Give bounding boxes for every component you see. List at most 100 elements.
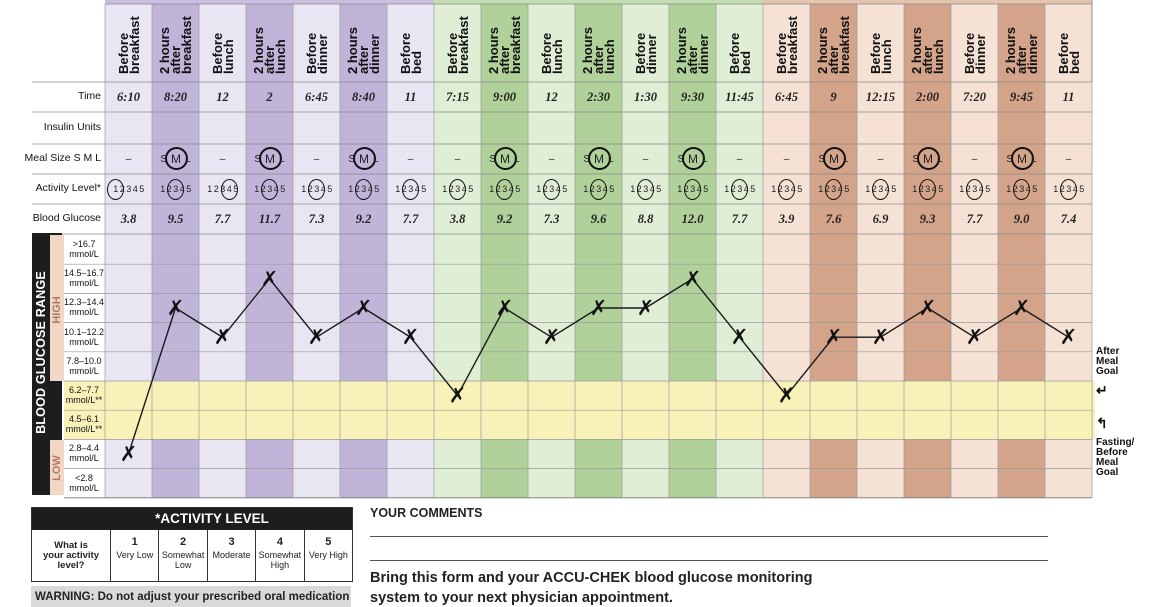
insulin-cell[interactable]: [810, 112, 857, 144]
time-cell[interactable]: 11:45: [716, 82, 763, 112]
time-cell[interactable]: 6:45: [293, 82, 340, 112]
insulin-cell[interactable]: [528, 112, 575, 144]
glucose-cell[interactable]: 11.7: [246, 204, 293, 234]
meal-size-cell[interactable]: –: [763, 144, 810, 174]
time-cell[interactable]: 12:15: [857, 82, 904, 112]
glucose-cell[interactable]: 7.3: [528, 204, 575, 234]
meal-size-cell[interactable]: –: [1045, 144, 1092, 174]
meal-size-cell[interactable]: –: [199, 144, 246, 174]
glucose-cell[interactable]: 9.2: [340, 204, 387, 234]
meal-size-cell[interactable]: –: [434, 144, 481, 174]
glucose-cell[interactable]: 7.4: [1045, 204, 1092, 234]
glucose-cell[interactable]: 12.0: [669, 204, 716, 234]
insulin-cell[interactable]: [951, 112, 998, 144]
time-cell[interactable]: 7:20: [951, 82, 998, 112]
glucose-cell[interactable]: 7.7: [387, 204, 434, 234]
glucose-cell[interactable]: 9.3: [904, 204, 951, 234]
meal-size-cell[interactable]: –: [622, 144, 669, 174]
glucose-cell[interactable]: 9.0: [998, 204, 1045, 234]
insulin-cell[interactable]: [857, 112, 904, 144]
time-cell[interactable]: 2:30: [575, 82, 622, 112]
glucose-cell[interactable]: 7.6: [810, 204, 857, 234]
insulin-cell[interactable]: [387, 112, 434, 144]
insulin-cell[interactable]: [105, 112, 152, 144]
glucose-cell[interactable]: 7.3: [293, 204, 340, 234]
time-cell[interactable]: 9:30: [669, 82, 716, 112]
insulin-cell[interactable]: [716, 112, 763, 144]
insulin-cell[interactable]: [1045, 112, 1092, 144]
time-cell[interactable]: 6:10: [105, 82, 152, 112]
meal-size-cell[interactable]: –: [716, 144, 763, 174]
time-cell[interactable]: 11: [387, 82, 434, 112]
time-cell[interactable]: 7:15: [434, 82, 481, 112]
insulin-cell[interactable]: [622, 112, 669, 144]
time-cell[interactable]: 9: [810, 82, 857, 112]
glucose-cell[interactable]: 7.7: [951, 204, 998, 234]
glucose-cell[interactable]: 7.7: [199, 204, 246, 234]
insulin-cell[interactable]: [669, 112, 716, 144]
comments-line-2[interactable]: [370, 560, 1048, 561]
glucose-cell[interactable]: 9.6: [575, 204, 622, 234]
insulin-cell[interactable]: [199, 112, 246, 144]
meal-size-cell[interactable]: –: [951, 144, 998, 174]
meal-size-cell[interactable]: –: [387, 144, 434, 174]
time-cell[interactable]: 8:40: [340, 82, 387, 112]
insulin-cell[interactable]: [481, 112, 528, 144]
meal-size-cell[interactable]: –: [528, 144, 575, 174]
time-cell[interactable]: 1:30: [622, 82, 669, 112]
glucose-cell[interactable]: 8.8: [622, 204, 669, 234]
glucose-cell[interactable]: 3.8: [434, 204, 481, 234]
time-cell[interactable]: 8:20: [152, 82, 199, 112]
insulin-cell[interactable]: [246, 112, 293, 144]
insulin-cell[interactable]: [763, 112, 810, 144]
time-cell[interactable]: 12: [199, 82, 246, 112]
glucose-cell[interactable]: 6.9: [857, 204, 904, 234]
time-cell[interactable]: 9:00: [481, 82, 528, 112]
time-cell[interactable]: 6:45: [763, 82, 810, 112]
comments-line-1[interactable]: [370, 536, 1048, 537]
time-cell[interactable]: 2: [246, 82, 293, 112]
meal-size-cell[interactable]: –: [293, 144, 340, 174]
glucose-cell[interactable]: 9.5: [152, 204, 199, 234]
time-cell[interactable]: 12: [528, 82, 575, 112]
time-cell[interactable]: 9:45: [998, 82, 1045, 112]
meal-size-cell[interactable]: –: [857, 144, 904, 174]
glucose-cell[interactable]: 3.8: [105, 204, 152, 234]
insulin-cell[interactable]: [152, 112, 199, 144]
insulin-cell[interactable]: [998, 112, 1045, 144]
time-cell[interactable]: 2:00: [904, 82, 951, 112]
glucose-cell[interactable]: 9.2: [481, 204, 528, 234]
insulin-cell[interactable]: [293, 112, 340, 144]
time-cell[interactable]: 11: [1045, 82, 1092, 112]
insulin-cell[interactable]: [904, 112, 951, 144]
